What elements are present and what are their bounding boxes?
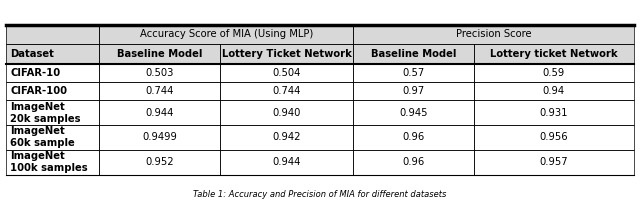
Text: 0.59: 0.59 [543,68,564,78]
Bar [99,64,220,82]
Bar [6,64,99,82]
Bar [6,44,99,64]
Bar [474,100,634,125]
Text: 0.9499: 0.9499 [142,132,177,142]
Bar [99,25,353,44]
Bar [353,82,474,100]
Bar [220,125,353,150]
Text: Precision Score: Precision Score [456,29,531,39]
Text: 0.94: 0.94 [543,86,564,96]
Text: Accuracy Score of MIA (Using MLP): Accuracy Score of MIA (Using MLP) [140,29,313,39]
Text: 0.57: 0.57 [403,68,424,78]
Text: CIFAR-10: CIFAR-10 [10,68,60,78]
Bar [99,82,220,100]
Text: CIFAR-100: CIFAR-100 [10,86,67,96]
Text: ImageNet
100k samples: ImageNet 100k samples [10,151,88,173]
Bar [220,150,353,175]
Bar [474,44,634,64]
Bar [99,150,220,175]
Bar [6,44,99,64]
Text: Table 1: Accuracy and Precision of MIA for different datasets: Table 1: Accuracy and Precision of MIA f… [193,190,447,199]
Text: Dataset: Dataset [10,49,54,59]
Bar [6,100,99,125]
Bar [99,44,220,64]
Text: 0.744: 0.744 [272,86,301,96]
Text: ImageNet
20k samples: ImageNet 20k samples [10,102,81,124]
Text: 0.503: 0.503 [145,68,173,78]
Bar [99,125,220,150]
Text: 0.956: 0.956 [540,132,568,142]
Text: 0.944: 0.944 [272,157,301,167]
Bar [6,150,99,175]
Text: 0.97: 0.97 [403,86,424,96]
Bar [353,44,474,64]
Bar [353,25,634,44]
Text: 0.945: 0.945 [399,108,428,118]
Bar [474,44,634,64]
Bar [220,82,353,100]
Bar [99,25,353,44]
Text: 0.944: 0.944 [145,108,173,118]
Bar [6,25,99,44]
Bar [353,125,474,150]
Bar [220,100,353,125]
Text: 0.744: 0.744 [145,86,173,96]
Bar [353,44,474,64]
Bar [99,44,220,64]
Text: Lottery ticket Network: Lottery ticket Network [490,49,618,59]
Bar [6,25,99,44]
Text: 0.96: 0.96 [403,132,424,142]
Bar [474,150,634,175]
Bar [353,64,474,82]
Bar [474,125,634,150]
Bar [353,25,634,44]
Text: Lottery Ticket Network: Lottery Ticket Network [221,49,351,59]
Text: 0.952: 0.952 [145,157,173,167]
Text: Baseline Model: Baseline Model [116,49,202,59]
Bar [474,64,634,82]
Text: 0.957: 0.957 [540,157,568,167]
Bar [6,82,99,100]
Bar [474,82,634,100]
Text: 0.942: 0.942 [272,132,301,142]
Bar [99,100,220,125]
Text: 0.504: 0.504 [272,68,301,78]
Text: 0.931: 0.931 [540,108,568,118]
Bar [353,100,474,125]
Bar [353,150,474,175]
Bar [6,125,99,150]
Text: ImageNet
60k sample: ImageNet 60k sample [10,126,75,149]
Bar [220,44,353,64]
Text: 0.940: 0.940 [272,108,301,118]
Text: Baseline Model: Baseline Model [371,49,456,59]
Text: 0.96: 0.96 [403,157,424,167]
Bar [220,64,353,82]
Bar [220,44,353,64]
